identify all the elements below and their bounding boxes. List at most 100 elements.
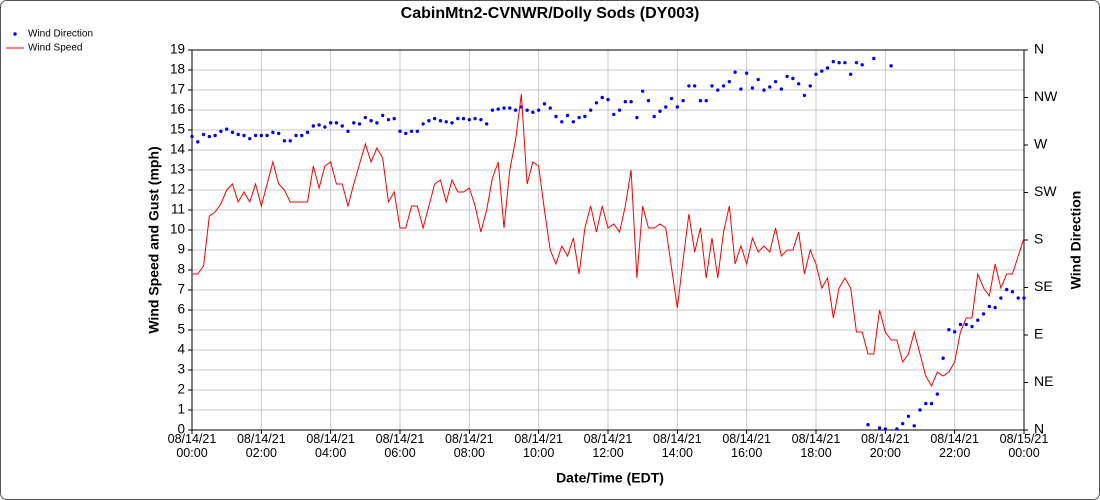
- direction-dot: [334, 121, 339, 125]
- direction-dot: [560, 120, 564, 124]
- x-tick-label: 08/14/21 20:00: [860, 432, 910, 460]
- direction-dot: [952, 330, 957, 334]
- direction-dot: [976, 318, 980, 322]
- y-tick-label: 10: [170, 222, 185, 237]
- direction-dot: [860, 63, 864, 67]
- direction-dot: [640, 89, 645, 93]
- direction-dot: [438, 119, 443, 123]
- direction-dot: [825, 66, 830, 70]
- direction-dot: [762, 88, 766, 92]
- direction-dot: [508, 106, 512, 110]
- direction-dot: [224, 127, 229, 131]
- direction-dot: [779, 87, 784, 91]
- y-tick-label: 12: [170, 182, 185, 197]
- direction-dot: [808, 84, 812, 88]
- y2-axis-title: Wind Direction: [1068, 191, 1084, 290]
- direction-dot: [710, 84, 714, 88]
- direction-dot: [305, 130, 310, 135]
- direction-dot: [432, 116, 437, 121]
- direction-dot: [525, 108, 529, 112]
- direction-dot: [196, 140, 200, 144]
- direction-dot: [236, 132, 240, 137]
- direction-dot: [502, 106, 506, 110]
- direction-dot: [190, 134, 194, 139]
- direction-dot: [785, 74, 789, 79]
- direction-dot: [912, 424, 916, 428]
- direction-dot: [756, 77, 760, 82]
- direction-dot: [461, 116, 466, 121]
- direction-dot: [929, 401, 934, 406]
- direction-dot: [375, 121, 379, 125]
- y-tick-label: 9: [177, 242, 185, 257]
- direction-dot: [993, 305, 997, 310]
- direction-dot: [669, 96, 674, 101]
- y2-tick-label: W: [1034, 136, 1048, 152]
- direction-dot: [606, 97, 610, 102]
- direction-dot: [369, 119, 373, 123]
- y-tick-label: 8: [177, 262, 185, 277]
- direction-dot: [259, 133, 264, 138]
- legend-marker: [13, 32, 17, 36]
- direction-dot: [484, 122, 489, 126]
- direction-dot: [288, 139, 292, 143]
- y-tick-label: 7: [177, 282, 185, 297]
- speed-line: [192, 93, 1025, 388]
- direction-dot: [352, 121, 356, 125]
- direction-dot: [681, 98, 685, 103]
- direction-dot: [889, 64, 893, 68]
- direction-dot: [750, 86, 755, 90]
- direction-dot: [265, 133, 269, 138]
- direction-dot: [1004, 287, 1009, 292]
- direction-dot: [253, 133, 258, 138]
- direction-dot: [843, 60, 847, 65]
- chart-title: CabinMtn2-CVNWR/Dolly Sods (DY003): [401, 5, 700, 22]
- direction-dot: [958, 322, 963, 327]
- y2-tick-label: N: [1034, 41, 1044, 57]
- y2-tick-label: SW: [1034, 183, 1057, 199]
- direction-dot: [872, 56, 876, 61]
- direction-dot: [571, 120, 576, 124]
- direction-dot: [1016, 296, 1020, 300]
- direction-dot: [687, 84, 691, 88]
- direction-dot: [744, 71, 749, 75]
- direction-dot: [386, 117, 391, 122]
- x-tick-label: 08/14/21 16:00: [722, 432, 771, 460]
- direction-dot: [900, 421, 905, 426]
- direction-dot: [652, 114, 656, 119]
- direction-dot: [450, 121, 454, 125]
- direction-dot: [444, 120, 448, 124]
- direction-dot: [727, 79, 732, 84]
- direction-dot: [427, 119, 431, 123]
- x-tick-label: 08/15/21 00:00: [999, 432, 1049, 460]
- y-tick-label: 17: [170, 82, 185, 97]
- direction-dot: [271, 130, 275, 135]
- direction-dot: [918, 408, 922, 412]
- x-tick-label: 08/14/21 08:00: [444, 432, 494, 460]
- direction-dot: [380, 113, 385, 118]
- direction-dot: [594, 101, 599, 105]
- direction-dot: [565, 113, 570, 118]
- direction-dot: [276, 131, 281, 136]
- direction-dot: [201, 132, 206, 137]
- y-tick-label: 15: [170, 122, 185, 137]
- direction-dot: [802, 93, 807, 98]
- direction-dot: [490, 108, 495, 112]
- direction-dot: [577, 115, 581, 120]
- direction-dot: [323, 125, 327, 129]
- direction-dot: [999, 296, 1003, 300]
- direction-dot: [796, 82, 801, 86]
- direction-dot: [854, 60, 859, 65]
- y-tick-label: 13: [170, 162, 185, 177]
- direction-dot: [629, 100, 633, 104]
- direction-dot: [600, 95, 604, 100]
- direction-dot: [658, 109, 662, 113]
- y2-tick-label: E: [1034, 326, 1043, 342]
- legend-label: Wind Direction: [28, 29, 93, 40]
- y-tick-label: 19: [170, 42, 185, 57]
- direction-dot: [617, 108, 622, 112]
- direction-dot: [698, 98, 703, 103]
- y2-tick-label: NW: [1034, 88, 1058, 104]
- direction-dot: [248, 136, 252, 141]
- direction-dot: [328, 121, 333, 125]
